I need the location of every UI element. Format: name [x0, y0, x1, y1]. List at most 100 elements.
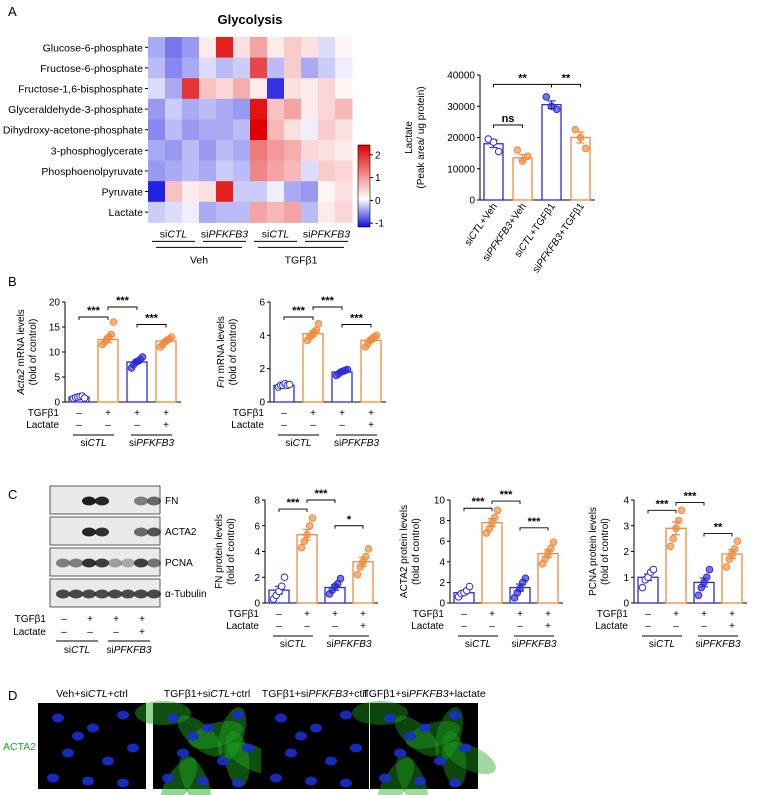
nucleus [285, 748, 297, 758]
label-part: si [80, 438, 87, 449]
title-part: PFKFB3 [409, 688, 449, 700]
nucleus [177, 748, 189, 758]
condition-value: – [701, 621, 707, 632]
heatmap-cell [148, 37, 166, 59]
y-tick-label: 10 [434, 496, 446, 507]
label-part: +TGFβ1 [528, 201, 559, 238]
nucleus [167, 713, 179, 723]
heatmap-cell [148, 140, 166, 162]
data-point [343, 365, 352, 374]
heatmap-cell [165, 78, 183, 100]
y-tick-label: 4 [259, 331, 265, 342]
nucleus [217, 756, 229, 766]
condition-value: + [545, 621, 551, 632]
condition-value: – [310, 420, 316, 431]
blot-band [108, 558, 122, 568]
data-point [364, 545, 373, 553]
heatmap-cell [267, 181, 285, 203]
condition-value: – [461, 621, 467, 632]
heatmap-cell [165, 37, 183, 59]
heatmap-cell [301, 37, 319, 59]
blot-band [82, 527, 96, 537]
condition-row-label: Lactate [226, 621, 259, 632]
heatmap-cell [148, 201, 166, 223]
y-tick-label: 5 [54, 373, 60, 384]
condition-value: + [673, 609, 679, 620]
acta2-protein-chart: 0 2 4 6 8 10 ACTA2 protein levels (fold of cont… [399, 489, 563, 650]
data-point [722, 563, 731, 571]
condition-value: + [304, 609, 310, 620]
heatmap-group-label: siPFKFB3 [201, 228, 248, 240]
significance-label: *** [321, 295, 335, 307]
significance-label: *** [500, 489, 514, 501]
heatmap-cell [182, 119, 200, 141]
label-part: si [465, 639, 472, 650]
data-point [314, 319, 323, 328]
condition-value: – [76, 408, 82, 419]
heatmap-cell [216, 181, 234, 203]
nucleus [449, 778, 461, 788]
nucleus [117, 710, 129, 720]
label-part: si [511, 639, 518, 650]
heatmap-cell [335, 160, 353, 182]
data-point [669, 534, 678, 543]
heatmap-cell [233, 140, 251, 162]
heatmap-cell [199, 57, 217, 79]
nucleus [270, 773, 282, 783]
label-part: si [280, 639, 287, 650]
heatmap-cell [199, 201, 217, 223]
nucleus [459, 743, 471, 753]
colorbar [357, 144, 371, 228]
group-label: siCTL [649, 639, 675, 650]
heatmap-cell [216, 57, 234, 79]
data-point [666, 542, 675, 551]
y-tick-label: 2 [259, 364, 265, 375]
data-point [521, 574, 530, 583]
blot-band [134, 589, 148, 599]
y-tick-label: 10000 [447, 164, 475, 175]
heatmap-cell [233, 37, 251, 59]
heatmap-treatment-label: Veh [190, 254, 208, 266]
title-part: TGFβ1+si [362, 688, 409, 700]
condition-row-label: TGFβ1 [413, 609, 445, 620]
heatmap-group-label: siCTL [262, 228, 290, 240]
condition-value: – [304, 621, 310, 632]
significance-bracket [334, 525, 364, 529]
significance-label: ns [502, 113, 515, 125]
blot-band [147, 558, 161, 568]
significance-bracket [647, 509, 677, 514]
colorbar-tick-label: 1 [375, 173, 381, 184]
label-part: si [649, 639, 656, 650]
y-tick-label: 30000 [447, 102, 475, 113]
condition-value: – [61, 614, 67, 625]
condition-value: – [281, 408, 287, 419]
significance-bracket [491, 500, 521, 505]
nucleus [434, 756, 446, 766]
heatmap-cell [284, 57, 302, 79]
label-part-italic: CTL [656, 639, 675, 650]
data-point [372, 331, 381, 340]
data-point [465, 582, 474, 591]
nucleus [305, 776, 317, 786]
nucleus [117, 778, 129, 788]
data-point [336, 574, 345, 583]
heatmap-cell [233, 119, 251, 141]
y-axis-label: (fold of control) [28, 319, 39, 386]
heatmap-cell [301, 78, 319, 100]
acta2-signal [177, 715, 223, 757]
heatmap-cell [216, 78, 234, 100]
nucleus [310, 723, 322, 733]
y-tick-label: 2 [623, 547, 629, 558]
label-part-italic: PFKFB3 [334, 639, 372, 650]
significance-label: *** [315, 488, 329, 500]
heatmap-cell [148, 57, 166, 79]
data-point [280, 573, 289, 582]
y-tick-label: 2 [439, 578, 445, 589]
y-tick-label: 1 [623, 573, 629, 584]
heatmap-cell [335, 78, 353, 100]
group-label: siPFKFB3 [106, 645, 151, 656]
label-part-italic: PFKFB3 [535, 231, 566, 269]
heatmap-cell [301, 98, 319, 120]
y-axis-label: ACTA2 protein levels [399, 505, 410, 598]
nucleus [275, 713, 287, 723]
